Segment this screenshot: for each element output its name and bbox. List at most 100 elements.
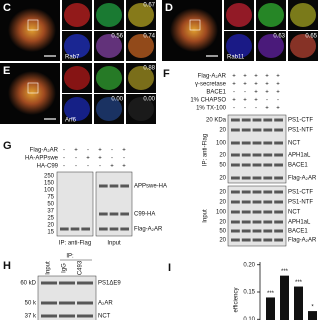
condition-sign: +: [254, 98, 258, 104]
zoom-box: [27, 82, 39, 94]
condition-sign: -: [123, 156, 125, 162]
band: [274, 210, 283, 214]
condition-sign: +: [243, 98, 247, 104]
mw-label: 20: [219, 128, 226, 134]
condition-label: BACE1: [206, 90, 226, 96]
blot: [227, 114, 287, 184]
ip-label: IP:: [66, 254, 74, 260]
mw-label: 150: [44, 181, 55, 187]
channel-signal: [96, 97, 122, 121]
band: [263, 163, 273, 167]
mw-label: 25: [47, 216, 54, 222]
band: [99, 212, 108, 216]
band-label: A₂AR: [98, 301, 113, 307]
band: [120, 227, 129, 231]
condition-label: HA-APPswe: [25, 156, 59, 162]
blot-group-label: IP: anti-Flag: [59, 241, 91, 247]
mw-label: 50: [219, 163, 226, 169]
lane-label: Input: [46, 261, 52, 275]
mw-label: 20: [47, 223, 54, 229]
channel-signal: [128, 97, 154, 121]
condition-sign: +: [232, 82, 236, 88]
condition-sign: -: [244, 106, 246, 112]
mw-label: 50 k: [25, 301, 37, 307]
condition-sign: +: [276, 106, 280, 112]
band-label: BACE1: [288, 229, 308, 235]
coefficient: 0.00: [111, 97, 123, 103]
blot-group-label: IP: anti-Flag: [203, 134, 209, 166]
condition-sign: +: [265, 74, 269, 80]
band: [41, 314, 57, 318]
band: [274, 229, 283, 233]
band: [263, 153, 273, 157]
band: [252, 141, 262, 145]
band: [274, 220, 283, 224]
band: [231, 118, 240, 122]
band-label: PS1-NTF: [288, 200, 313, 206]
axis-title: efficiency: [234, 288, 240, 313]
condition-label: HA-C99: [37, 164, 59, 170]
mw-label: 37: [47, 209, 54, 215]
condition-sign: -: [87, 148, 89, 154]
band: [70, 227, 80, 231]
condition-sign: -: [63, 148, 65, 154]
band: [231, 229, 240, 233]
channel-signal: [128, 3, 154, 27]
coefficient: 0.74: [143, 34, 155, 40]
condition-label: 1% TX-100: [196, 106, 227, 112]
condition-sign: +: [98, 148, 102, 154]
band-label: APH1aL: [288, 153, 311, 159]
mw-label: 20: [219, 190, 226, 196]
channel-signal: [96, 66, 122, 90]
band: [241, 128, 251, 132]
band: [252, 220, 262, 224]
channel-signal: [96, 34, 122, 58]
mw-label: 50: [219, 229, 226, 235]
condition-sign: +: [276, 82, 280, 88]
band: [241, 200, 251, 204]
band: [241, 238, 251, 242]
condition-sign: +: [254, 90, 258, 96]
zoom-box: [189, 19, 201, 31]
coefficient: 0.67: [143, 3, 155, 9]
condition-label: Flag-A₂AR: [198, 74, 227, 80]
band: [41, 281, 57, 285]
blot-group-label: Input: [203, 209, 209, 223]
bar: [308, 311, 317, 320]
condition-sign: -: [111, 148, 113, 154]
band: [109, 184, 119, 188]
band: [231, 153, 240, 157]
band: [231, 210, 240, 214]
channel-signal: [64, 97, 90, 121]
band-label: C99-HA: [134, 212, 155, 218]
channel-signal: [258, 3, 284, 27]
condition-sign: +: [86, 156, 90, 162]
mw-label: 60 kD: [20, 281, 36, 287]
coefficient: 0.65: [305, 34, 317, 40]
condition-sign: +: [265, 106, 269, 112]
band: [59, 314, 75, 318]
mw-label: 20: [219, 153, 226, 159]
band: [252, 176, 262, 180]
band: [77, 281, 93, 285]
panel-letter: H: [3, 260, 11, 272]
band: [99, 184, 108, 188]
band: [252, 190, 262, 194]
band: [274, 153, 283, 157]
y-tick-label: 0.10: [243, 317, 255, 320]
lane-label: IgG: [62, 263, 68, 273]
panel-letter: D: [165, 2, 173, 14]
significance-label: ***: [295, 280, 303, 286]
channel-signal: [290, 3, 316, 27]
channel-signal: [290, 34, 316, 58]
channel-label: Rab11: [227, 55, 245, 61]
band-label: PS1-CTF: [288, 190, 313, 196]
band: [263, 176, 273, 180]
condition-sign: -: [75, 164, 77, 170]
channel-signal: [96, 3, 122, 27]
band-label: APPswe-HA: [134, 184, 167, 190]
significance-label: ***: [267, 291, 275, 297]
band: [263, 141, 273, 145]
condition-sign: -: [87, 164, 89, 170]
